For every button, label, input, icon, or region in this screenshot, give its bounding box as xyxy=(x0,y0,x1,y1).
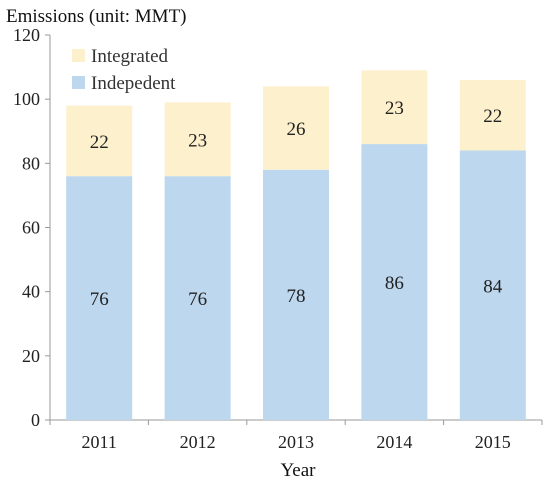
data-label-indepedent-2011: 76 xyxy=(90,289,109,310)
legend-swatch-indepedent xyxy=(72,76,85,89)
bar-segment-integrated-2014 xyxy=(361,70,428,145)
bar-segment-indepedent-2015 xyxy=(459,150,526,420)
data-label-indepedent-2015: 84 xyxy=(483,276,503,297)
legend-label-indepedent: Indepedent xyxy=(91,73,176,94)
data-label-integrated-2012: 23 xyxy=(188,130,207,151)
bar-segment-indepedent-2011 xyxy=(66,176,133,420)
bar-segment-indepedent-2014 xyxy=(361,144,428,421)
x-tick-label: 2012 xyxy=(180,432,216,452)
bar-segment-indepedent-2013 xyxy=(263,169,329,420)
bar-segment-integrated-2012 xyxy=(164,102,231,177)
y-tick-label: 0 xyxy=(31,410,40,430)
x-axis-title: Year xyxy=(280,460,316,481)
x-tick-label: 2013 xyxy=(278,432,314,452)
y-tick-label: 40 xyxy=(22,282,40,302)
legend-swatch-integrated xyxy=(72,49,85,62)
data-label-integrated-2011: 22 xyxy=(90,132,109,153)
y-tick-label: 100 xyxy=(13,89,40,109)
bar-segment-indepedent-2012 xyxy=(164,176,231,420)
bar-segment-integrated-2011 xyxy=(66,105,133,177)
y-tick-label: 20 xyxy=(22,346,40,366)
legend-label-integrated: Integrated xyxy=(91,46,169,67)
data-label-integrated-2013: 26 xyxy=(287,119,306,140)
bar-segment-integrated-2015 xyxy=(459,79,526,151)
data-label-indepedent-2013: 78 xyxy=(287,286,306,307)
x-tick-label: 2014 xyxy=(376,432,412,452)
x-tick-label: 2011 xyxy=(82,432,117,452)
y-axis-title: Emissions (unit: MMT) xyxy=(6,6,187,27)
data-label-indepedent-2014: 86 xyxy=(385,273,404,294)
data-label-indepedent-2012: 76 xyxy=(188,289,207,310)
plot-area: 0 20 40 60 80 100 120 76 22 2011 76 23 2012 78 26 2013 8… xyxy=(13,25,543,452)
y-tick-label: 120 xyxy=(13,25,40,45)
bar-segment-integrated-2013 xyxy=(263,86,329,170)
data-label-integrated-2015: 22 xyxy=(483,106,502,127)
y-tick-label: 60 xyxy=(22,218,40,238)
data-label-integrated-2014: 23 xyxy=(385,98,404,119)
y-tick-label: 80 xyxy=(22,153,40,173)
legend: Integrated Indepedent xyxy=(72,46,176,94)
x-tick-label: 2015 xyxy=(475,432,511,452)
